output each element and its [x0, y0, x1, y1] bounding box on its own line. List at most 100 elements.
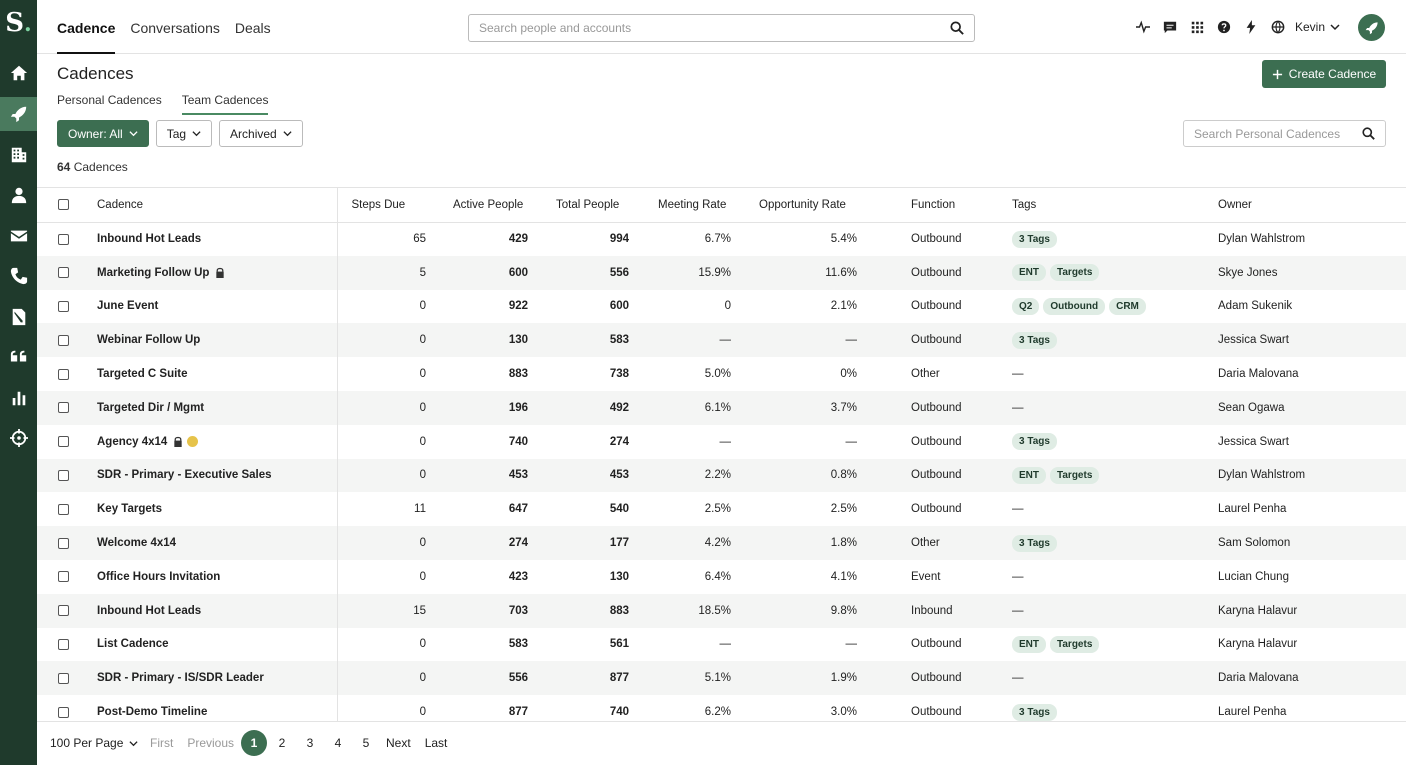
create-cadence-button[interactable]: Create Cadence	[1262, 60, 1386, 88]
cadence-name[interactable]: Targeted C Suite	[97, 368, 188, 381]
tag-pill[interactable]: ENT	[1012, 635, 1046, 653]
row-checkbox[interactable]	[58, 267, 69, 279]
row-checkbox[interactable]	[58, 605, 69, 617]
table-row[interactable]: Marketing Follow Up 5 600 556 15.9% 11.6% Outb…	[37, 255, 1406, 290]
table-row[interactable]: Post-Demo Timeline 0 877 740 6.2% 3.0% Outboun…	[37, 695, 1406, 721]
tag-filter-button[interactable]: Tag	[155, 120, 213, 147]
tab-deals[interactable]: Deals	[234, 20, 271, 36]
table-row[interactable]: SDR - Primary - Executive Sales 0 453 453 2.…	[37, 458, 1406, 493]
tag-pill[interactable]: Outbound	[1043, 297, 1106, 315]
building-icon[interactable]	[0, 138, 37, 172]
cadence-name-cell[interactable]: Office Hours Invitation	[82, 559, 338, 594]
col-cadence[interactable]: Cadence	[82, 188, 338, 223]
col-meeting-rate[interactable]: Meeting Rate	[639, 188, 739, 223]
row-checkbox[interactable]	[58, 300, 69, 312]
cadence-name-cell[interactable]: Webinar Follow Up	[82, 323, 338, 358]
cadence-name-cell[interactable]: Marketing Follow Up	[82, 255, 338, 290]
tag-pill[interactable]: Targets	[1050, 264, 1100, 282]
page-3-button[interactable]: 3	[306, 736, 314, 750]
select-all-checkbox[interactable]	[58, 199, 69, 211]
tag-pill[interactable]: 3 Tags	[1012, 331, 1057, 349]
tag-pill[interactable]: ENT	[1012, 466, 1046, 484]
next-page-link[interactable]: Next	[386, 736, 411, 750]
search-icon[interactable]	[1362, 127, 1375, 140]
row-checkbox[interactable]	[58, 334, 69, 346]
cadence-name[interactable]: Key Targets	[97, 503, 162, 516]
table-row[interactable]: Key Targets 11 647 540 2.5% 2.5% Outbound — Laur…	[37, 492, 1406, 527]
person-icon[interactable]	[0, 178, 37, 212]
row-checkbox[interactable]	[58, 638, 69, 650]
cadence-name-cell[interactable]: SDR - Primary - Executive Sales	[82, 458, 338, 493]
table-row[interactable]: Agency 4x14 0 740 274 — — Outbound 3 Tags Jessic…	[37, 424, 1406, 459]
row-checkbox[interactable]	[58, 503, 69, 515]
archived-filter-button[interactable]: Archived	[219, 120, 303, 147]
cadence-name[interactable]: Welcome 4x14	[97, 537, 177, 550]
cadence-name-cell[interactable]: Post-Demo Timeline	[82, 695, 338, 721]
cadence-name-cell[interactable]: Key Targets	[82, 492, 338, 527]
rocket-icon[interactable]	[0, 97, 37, 131]
page-1-button[interactable]: 1	[241, 730, 268, 756]
page-2-button[interactable]: 2	[278, 736, 286, 750]
previous-page-link[interactable]: Previous	[187, 736, 235, 750]
cadence-name-cell[interactable]: Targeted C Suite	[82, 357, 338, 391]
cadence-name-cell[interactable]: June Event	[82, 289, 338, 324]
tab-conversations[interactable]: Conversations	[130, 20, 220, 36]
cadence-name[interactable]: Inbound Hot Leads	[97, 233, 202, 246]
cadence-name[interactable]: Office Hours Invitation	[97, 570, 221, 583]
cadence-name-cell[interactable]: SDR - Primary - IS/SDR Leader	[82, 661, 338, 696]
per-page-select[interactable]: 100 Per Page	[50, 736, 138, 750]
app-logo[interactable]: S.	[5, 8, 32, 38]
table-row[interactable]: Inbound Hot Leads 65 429 994 6.7% 5.4% Outboun…	[37, 222, 1406, 256]
tag-pill[interactable]: 3 Tags	[1012, 534, 1057, 552]
cadence-name-cell[interactable]: Welcome 4x14	[82, 526, 338, 560]
page-5-button[interactable]: 5	[362, 736, 370, 750]
cadence-name[interactable]: Targeted Dir / Mgmt	[97, 401, 205, 414]
tag-pill[interactable]: Targets	[1050, 635, 1100, 653]
tag-pill[interactable]: Q2	[1012, 297, 1040, 315]
globe-icon[interactable]	[1264, 18, 1291, 36]
row-checkbox[interactable]	[58, 706, 69, 718]
activity-icon[interactable]	[1129, 18, 1156, 36]
cadence-name-cell[interactable]: Inbound Hot Leads	[82, 222, 338, 256]
apps-grid-icon[interactable]	[1183, 18, 1210, 36]
col-owner[interactable]: Owner	[1188, 188, 1406, 223]
quote-icon[interactable]	[0, 340, 37, 374]
tab-personal-cadences[interactable]: Personal Cadences	[57, 93, 162, 107]
phone-icon[interactable]	[0, 259, 37, 293]
global-search-input[interactable]	[469, 15, 939, 41]
mail-icon[interactable]	[0, 219, 37, 253]
cadence-name[interactable]: June Event	[97, 300, 159, 313]
table-row[interactable]: Targeted Dir / Mgmt 0 196 492 6.1% 3.7% Outbou…	[37, 390, 1406, 425]
col-total-people[interactable]: Total People	[539, 188, 639, 223]
cadence-name[interactable]: Post-Demo Timeline	[97, 706, 208, 719]
cadence-name-cell[interactable]: Targeted Dir / Mgmt	[82, 390, 338, 425]
launch-button[interactable]	[1358, 14, 1385, 41]
chevron-down-icon[interactable]	[1330, 22, 1340, 32]
crosshair-icon[interactable]	[0, 421, 37, 455]
cadence-name[interactable]: Webinar Follow Up	[97, 334, 201, 347]
col-opportunity-rate[interactable]: Opportunity Rate	[739, 188, 884, 223]
owner-filter-button[interactable]: Owner: All	[57, 120, 149, 147]
row-checkbox[interactable]	[58, 233, 69, 245]
table-row[interactable]: List Cadence 0 583 561 — — Outbound ENT Targets K…	[37, 627, 1406, 662]
bar-chart-icon[interactable]	[0, 381, 37, 415]
tab-team-cadences[interactable]: Team Cadences	[181, 93, 269, 115]
col-active-people[interactable]: Active People	[437, 188, 539, 223]
document-icon[interactable]	[0, 300, 37, 334]
col-function[interactable]: Function	[884, 188, 984, 223]
col-tags[interactable]: Tags	[984, 188, 1188, 223]
cadence-name[interactable]: SDR - Primary - Executive Sales	[97, 469, 272, 482]
cadence-name[interactable]: SDR - Primary - IS/SDR Leader	[97, 672, 264, 685]
chat-icon[interactable]	[1156, 18, 1183, 36]
tag-pill[interactable]: CRM	[1109, 297, 1146, 315]
help-icon[interactable]	[1210, 18, 1237, 36]
tab-cadence[interactable]: Cadence	[57, 0, 116, 54]
lightning-icon[interactable]	[1237, 18, 1264, 36]
tag-pill[interactable]: 3 Tags	[1012, 703, 1057, 721]
search-icon[interactable]	[950, 21, 964, 35]
page-4-button[interactable]: 4	[334, 736, 342, 750]
row-checkbox[interactable]	[58, 469, 69, 481]
row-checkbox[interactable]	[58, 571, 69, 583]
cadence-name-cell[interactable]: Inbound Hot Leads	[82, 593, 338, 628]
table-row[interactable]: Webinar Follow Up 0 130 583— — Outbound 3 Tags…	[37, 323, 1406, 358]
